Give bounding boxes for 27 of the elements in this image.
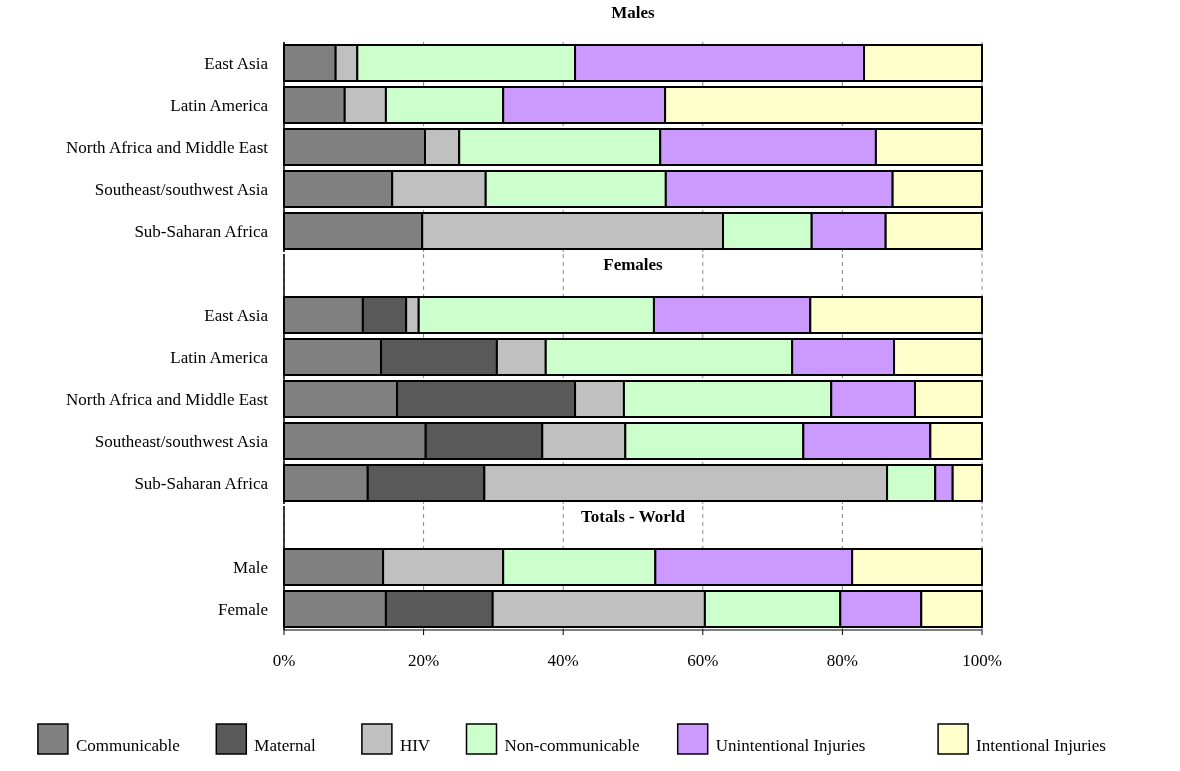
y-tick-label: Sub-Saharan Africa [134, 222, 269, 241]
legend-label: Communicable [75, 736, 180, 755]
y-tick-label: Male [233, 558, 268, 577]
y-tick-label: Southeast/southwest Asia [94, 180, 269, 199]
x-tick-label: 20% [408, 651, 440, 670]
x-tick-label: 40% [547, 651, 579, 670]
y-tick-label: North Africa and Middle East [65, 138, 269, 157]
x-tick-label: 60% [687, 651, 719, 670]
chart-title: Males [611, 3, 656, 22]
x-tick-label: 0% [272, 651, 296, 670]
legend-label: Intentional Injuries [976, 736, 1106, 755]
y-tick-label: North Africa and Middle East [65, 390, 269, 409]
y-tick-label: Female [217, 600, 268, 619]
legend-label: Unintentional Injuries [715, 736, 866, 755]
y-tick-label: Sub-Saharan Africa [134, 474, 269, 493]
y-tick-label: East Asia [204, 54, 269, 73]
chart-title: Females [603, 255, 664, 274]
x-tick-label: 100% [962, 651, 1002, 670]
legend-label: Non-communicable [504, 736, 640, 755]
x-tick-label: 80% [826, 651, 858, 670]
legend-label: HIV [399, 736, 431, 755]
y-tick-label: East Asia [204, 306, 269, 325]
legend-label: Maternal [254, 736, 316, 755]
y-tick-label: Latin America [170, 348, 269, 367]
y-tick-label: Southeast/southwest Asia [94, 432, 269, 451]
y-tick-label: Latin America [170, 96, 269, 115]
chart-title: Totals - World [581, 507, 686, 526]
